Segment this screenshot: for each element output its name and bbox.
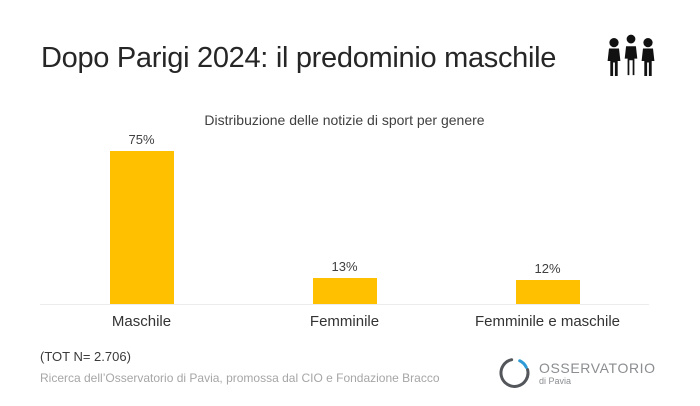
category-label: Maschile xyxy=(111,313,172,330)
sample-size-note: (TOT N= 2.706) xyxy=(40,349,131,364)
bar-chart-plot: 75% 13% 12% xyxy=(40,132,649,304)
slide-title: Dopo Parigi 2024: il predominio maschile xyxy=(41,42,557,74)
bar-value-label: 75% xyxy=(128,132,155,147)
category-label: Femminile xyxy=(309,313,380,330)
chart-title: Distribuzione delle notizie di sport per… xyxy=(204,112,485,128)
category-label: Femminile e maschile xyxy=(474,313,621,330)
bar-maschile xyxy=(109,151,174,304)
three-people-icon xyxy=(602,33,660,85)
logo-name: OSSERVATORIO xyxy=(539,359,656,376)
logo-ring-icon xyxy=(499,358,530,388)
category-labels: Maschile Femminile Femminile e maschile xyxy=(40,313,649,330)
logo-subtitle: di Pavia xyxy=(539,375,572,386)
bar-value-label: 12% xyxy=(534,261,561,276)
bar-slot: 12% xyxy=(446,261,649,304)
bar-slot: 75% xyxy=(40,132,243,304)
bar-femminile-e-maschile xyxy=(515,280,580,304)
bar-value-label: 13% xyxy=(331,259,358,274)
bar-slot: 13% xyxy=(243,259,446,304)
osservatorio-logo: OSSERVATORIO di Pavia xyxy=(495,354,656,392)
x-axis-line xyxy=(40,304,649,305)
source-credit: Ricerca dell’Osservatorio di Pavia, prom… xyxy=(40,371,440,385)
bar-femminile xyxy=(312,278,377,304)
